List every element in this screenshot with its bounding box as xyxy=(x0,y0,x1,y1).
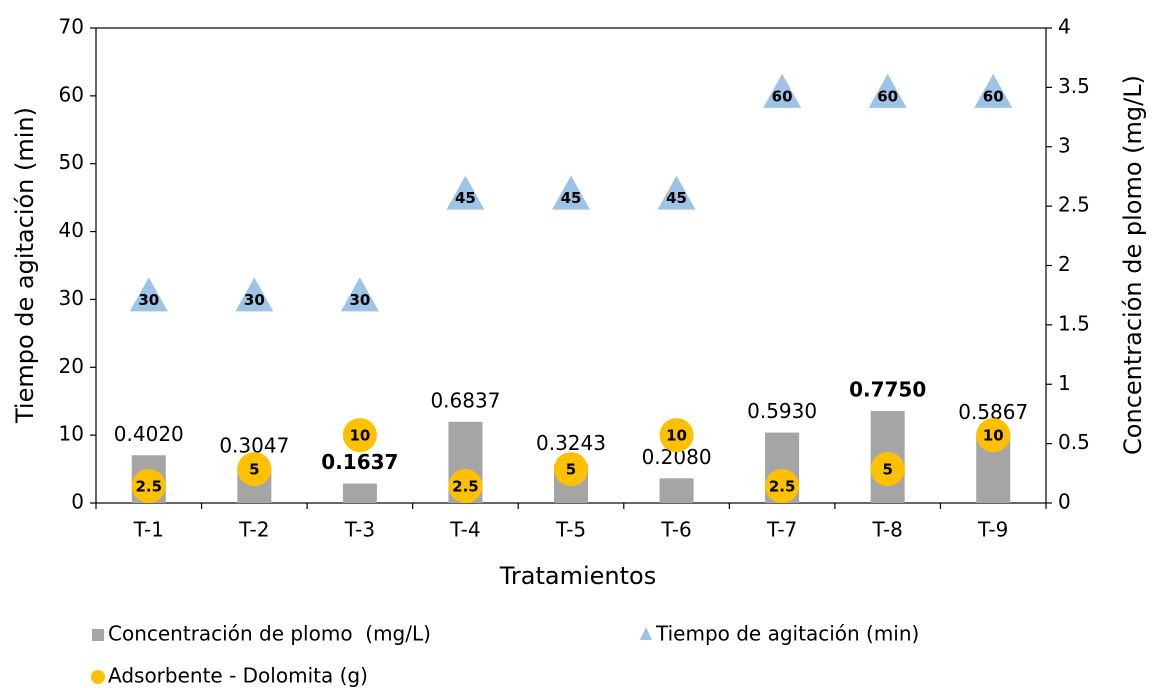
marker-label: 45 xyxy=(455,189,476,207)
bar xyxy=(659,478,694,503)
triangle-marker xyxy=(763,73,802,108)
marker-label: 2.5 xyxy=(452,478,479,496)
y2-tick-label: 4 xyxy=(1058,15,1071,39)
marker-label: 60 xyxy=(877,87,898,105)
bar-value-label: 0.4020 xyxy=(114,422,184,446)
circle-marker xyxy=(342,418,377,453)
triangle-marker xyxy=(552,175,590,210)
circle-marker xyxy=(765,469,800,504)
x-tick-label: T-8 xyxy=(872,518,903,542)
marker-label: 5 xyxy=(249,461,259,479)
circle-marker xyxy=(448,469,483,504)
y-tick-label: 40 xyxy=(59,218,84,242)
marker-label: 2.5 xyxy=(135,478,162,496)
y2-tick-label: 1.5 xyxy=(1058,311,1090,335)
y-tick-label: 30 xyxy=(59,286,84,310)
triangle-marker xyxy=(446,175,485,210)
circle-marker xyxy=(870,452,905,487)
legend-label: Adsorbente - Dolomita (g) xyxy=(108,664,368,688)
y2-tick-label: 0 xyxy=(1058,490,1071,514)
x-tick-label: T-9 xyxy=(977,518,1008,542)
x-tick-label: T-2 xyxy=(238,518,269,542)
bar-value-label: 0.3243 xyxy=(536,431,606,455)
y2-axis-title: Concentración de plomo (mg/L) xyxy=(1119,75,1147,455)
x-tick-label: T-4 xyxy=(449,518,480,542)
y2-tick-label: 2 xyxy=(1058,252,1071,276)
x-tick-label: T-6 xyxy=(660,518,691,542)
triangle-marker xyxy=(129,277,168,312)
x-tick-label: T-3 xyxy=(344,518,375,542)
marker-label: 5 xyxy=(566,461,576,479)
y2-tick-label: 0.5 xyxy=(1058,430,1090,454)
bar-value-label: 0.7750 xyxy=(849,377,926,401)
marker-label: 10 xyxy=(666,427,687,445)
circle-marker xyxy=(976,418,1011,453)
x-tick-label: T-5 xyxy=(555,518,586,542)
marker-label: 60 xyxy=(772,87,793,105)
marker-label: 30 xyxy=(349,291,370,309)
y2-tick-label: 1 xyxy=(1058,371,1071,395)
marker-label: 5 xyxy=(882,461,892,479)
marker-label: 60 xyxy=(983,87,1004,105)
marker-label: 30 xyxy=(244,291,265,309)
circle-marker xyxy=(554,452,588,487)
triangle-marker xyxy=(340,277,379,312)
legend-swatch xyxy=(91,670,105,684)
marker-label: 30 xyxy=(138,291,159,309)
bar-value-label: 0.5930 xyxy=(747,399,817,423)
circle-marker xyxy=(237,452,272,487)
y-axis-title: Tiempo de agitación (min) xyxy=(11,107,39,424)
legend-label: Tiempo de agitación (min) xyxy=(655,622,919,646)
x-tick-label: T-7 xyxy=(766,518,797,542)
triangle-marker xyxy=(868,73,907,108)
x-axis-title: Tratamientos xyxy=(499,562,656,590)
y-tick-label: 60 xyxy=(59,82,84,106)
legend-label: Concentración de plomo (mg/L) xyxy=(108,622,431,646)
y-tick-label: 70 xyxy=(59,15,84,39)
y-tick-label: 0 xyxy=(71,490,84,514)
marker-label: 10 xyxy=(349,427,370,445)
y2-tick-label: 3 xyxy=(1058,133,1071,157)
circle-marker xyxy=(659,418,694,453)
marker-label: 10 xyxy=(983,427,1004,445)
bar-value-label: 0.1637 xyxy=(321,450,398,474)
triangle-marker xyxy=(657,175,696,210)
marker-label: 45 xyxy=(666,189,687,207)
bar xyxy=(342,483,377,503)
y-tick-label: 20 xyxy=(59,354,84,378)
y-tick-label: 10 xyxy=(59,422,84,446)
legend-swatch xyxy=(92,629,104,641)
y-tick-label: 50 xyxy=(59,150,84,174)
marker-label: 45 xyxy=(561,189,582,207)
triangle-marker xyxy=(235,277,274,312)
y2-tick-label: 2.5 xyxy=(1058,193,1090,217)
y2-tick-label: 3.5 xyxy=(1058,74,1090,98)
x-tick-label: T-1 xyxy=(133,518,164,542)
triangle-marker xyxy=(974,73,1013,108)
circle-marker xyxy=(131,469,166,504)
marker-label: 2.5 xyxy=(769,478,796,496)
bar-value-label: 0.6837 xyxy=(430,388,500,412)
legend-swatch xyxy=(640,627,652,640)
